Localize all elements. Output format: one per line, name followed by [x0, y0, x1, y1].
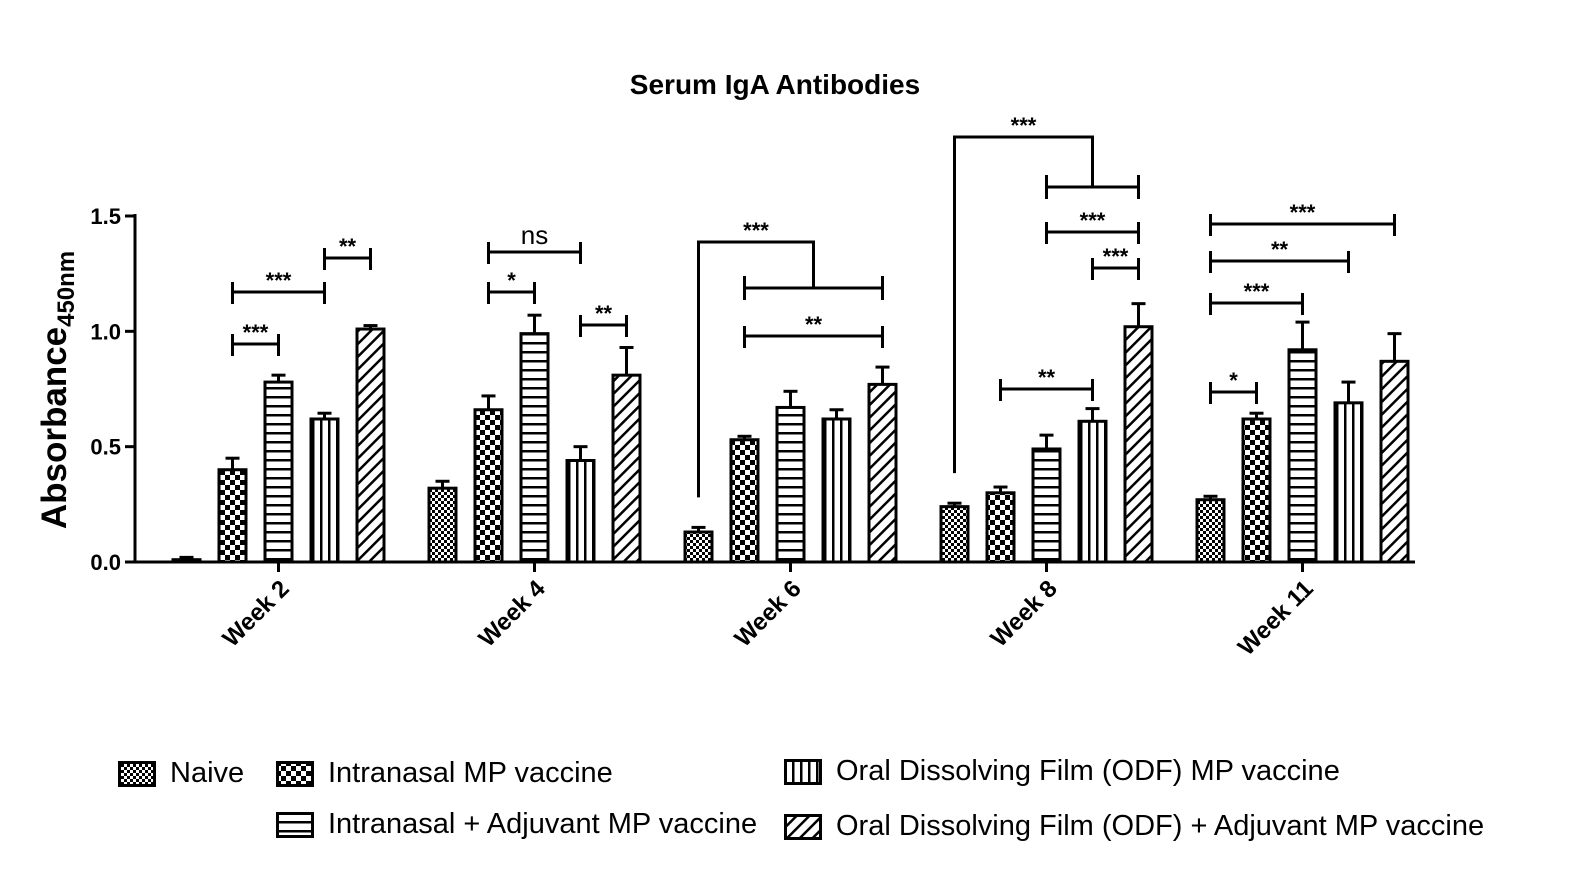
bar — [565, 459, 596, 564]
bar — [1031, 447, 1062, 564]
significance-bracket: *** — [1209, 279, 1304, 315]
x-tick-label: Week 11 — [1233, 575, 1319, 661]
significance-bracket: * — [1209, 368, 1258, 404]
significance-bracket: ** — [323, 234, 372, 270]
bar — [611, 373, 642, 564]
bar — [683, 530, 714, 564]
significance-label: *** — [1011, 113, 1037, 138]
significance-label: * — [1229, 368, 1238, 393]
significance-bracket: *** — [231, 320, 280, 356]
significance-bracket: *** — [697, 218, 884, 498]
significance-bracket: ** — [999, 365, 1094, 401]
y-tick-label: 1.5 — [90, 204, 121, 229]
x-tick-label: Week 8 — [985, 575, 1062, 652]
bar — [309, 417, 340, 564]
significance-label: *** — [266, 268, 292, 293]
significance-label: ** — [595, 301, 613, 326]
significance-label: ** — [1038, 365, 1056, 390]
significance-bracket-line — [953, 135, 1094, 474]
bar — [729, 438, 760, 564]
x-tick-label: Week 2 — [217, 575, 294, 652]
significance-bracket-line — [697, 240, 815, 498]
y-axis-label: Absorbance450nm — [35, 251, 80, 529]
bar — [1195, 498, 1226, 564]
svg-text:Absorbance450nm: Absorbance450nm — [35, 251, 80, 529]
bar — [867, 382, 898, 564]
y-tick-label: 1.0 — [90, 319, 121, 344]
bar — [985, 491, 1016, 564]
chart-title: Serum IgA Antibodies — [630, 69, 920, 100]
y-axis-label-main: Absorbance — [35, 327, 74, 529]
significance-label: *** — [1244, 279, 1270, 304]
significance-bracket: *** — [1209, 200, 1396, 236]
y-tick-label: 0.5 — [90, 435, 121, 460]
bar — [939, 505, 970, 564]
significance-bracket: ** — [1209, 237, 1350, 273]
significance-bracket: *** — [231, 268, 326, 304]
x-tick-label: Week 6 — [729, 575, 806, 652]
significance-label: *** — [743, 218, 769, 243]
bar — [473, 408, 504, 564]
significance-bracket: ** — [743, 312, 884, 348]
y-tick-label: 0.0 — [90, 550, 121, 575]
bar — [217, 468, 248, 564]
bar — [1379, 359, 1410, 564]
bar — [1123, 325, 1154, 564]
bars — [171, 325, 1410, 564]
y-axis-label-subscript: 450nm — [53, 251, 80, 327]
significance-bracket: ** — [579, 301, 628, 337]
bar — [1287, 348, 1318, 564]
bar — [171, 558, 202, 564]
bar — [263, 380, 294, 564]
bar — [519, 332, 550, 564]
bar — [355, 327, 386, 564]
significance-label: ** — [1271, 237, 1289, 262]
x-tick-label: Week 4 — [473, 575, 551, 653]
significance-label: * — [507, 268, 516, 293]
bar — [821, 417, 852, 564]
significance-label: *** — [1103, 244, 1129, 269]
significance-label: ** — [805, 312, 823, 337]
significance-brackets: *********ns** ************************* — [231, 113, 1396, 498]
bar — [1241, 417, 1272, 564]
significance-bracket: * — [487, 268, 536, 304]
bar — [1333, 401, 1364, 564]
error-bars — [179, 302, 1402, 560]
bar — [1077, 419, 1108, 564]
significance-label: ** — [339, 234, 357, 259]
significance-label: *** — [1080, 208, 1106, 233]
significance-label: ns — [521, 220, 548, 250]
bar — [427, 486, 458, 564]
significance-label: *** — [1290, 200, 1316, 225]
significance-bracket: *** — [1045, 208, 1140, 244]
significance-bracket: *** — [953, 113, 1140, 474]
bar — [775, 405, 806, 564]
significance-label: *** — [243, 320, 269, 345]
significance-bracket: *** — [1091, 244, 1140, 280]
significance-bracket: ns — [487, 220, 582, 264]
